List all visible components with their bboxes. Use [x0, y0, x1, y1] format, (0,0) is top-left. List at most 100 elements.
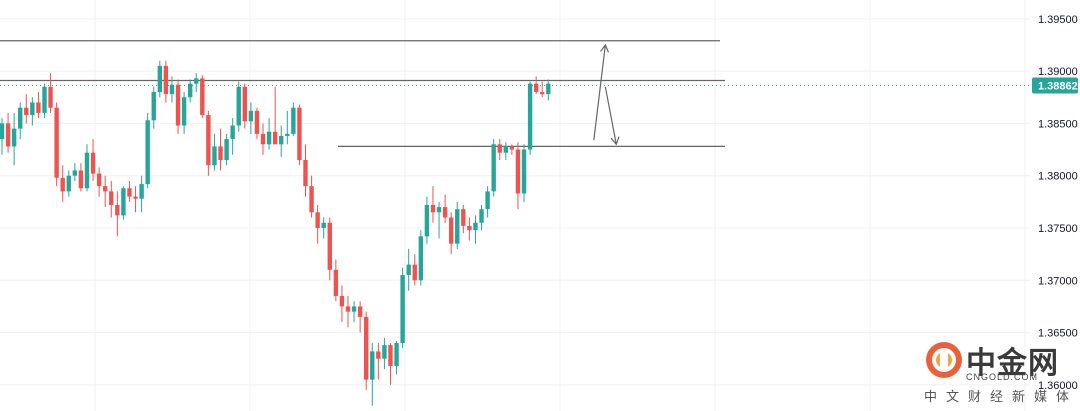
candle-body — [60, 177, 65, 192]
candle — [224, 133, 229, 166]
candle-body — [109, 191, 114, 205]
candle-body — [515, 149, 521, 194]
candle-body — [412, 264, 417, 281]
candle — [78, 163, 84, 192]
candle — [455, 201, 460, 249]
candle-body — [351, 306, 357, 312]
candle-body — [376, 351, 381, 359]
candle-body — [48, 86, 53, 108]
annotation-arrow[interactable] — [604, 86, 620, 146]
candle — [546, 79, 551, 101]
candle — [121, 186, 126, 220]
candle-body — [96, 173, 102, 187]
candle-body — [121, 188, 126, 216]
candle-body — [218, 146, 223, 161]
candle — [376, 343, 381, 380]
y-tick-label: 1.36500 — [1038, 328, 1078, 340]
candle-body — [200, 78, 205, 116]
candle-body — [479, 209, 484, 223]
candle-body — [497, 144, 502, 153]
candle — [66, 170, 71, 197]
candle-body — [169, 84, 175, 95]
candle — [412, 254, 417, 286]
candle — [230, 118, 235, 155]
candle — [236, 81, 241, 132]
watermark: 中金网 CNGOLD.COM 中文财经新媒体 — [920, 336, 1080, 408]
candle — [279, 125, 284, 157]
candle — [291, 102, 296, 136]
candle-body — [303, 160, 308, 187]
candle-body — [357, 306, 363, 317]
candle — [400, 267, 405, 349]
candle — [139, 175, 144, 213]
candle-body — [212, 146, 217, 166]
candle-body — [224, 139, 229, 161]
candle-body — [78, 170, 84, 189]
candle — [18, 102, 23, 140]
candle — [527, 81, 533, 155]
candle — [339, 285, 345, 323]
candle-body — [145, 120, 150, 185]
candle — [436, 201, 442, 239]
candle-body — [206, 115, 211, 166]
candle-body — [66, 175, 71, 192]
candle — [521, 144, 527, 202]
candle-body — [266, 131, 272, 145]
candle-body — [272, 131, 278, 145]
candle-body — [72, 170, 78, 176]
candle-body — [181, 97, 187, 126]
candle — [54, 102, 59, 187]
annotation-arrow[interactable] — [593, 43, 610, 141]
candle — [272, 86, 278, 145]
candle-body — [546, 83, 551, 95]
candle — [533, 76, 539, 95]
candle — [151, 86, 156, 129]
candle-body — [509, 146, 515, 150]
candle-body — [18, 107, 23, 129]
candle — [260, 123, 266, 155]
candle — [36, 92, 41, 119]
candle — [503, 142, 509, 161]
candle-body — [327, 222, 332, 270]
candle — [370, 343, 375, 406]
candle — [163, 60, 169, 103]
grid-lines — [0, 0, 1030, 411]
candle — [485, 186, 490, 218]
candle — [187, 79, 193, 103]
candle-body — [394, 343, 399, 367]
watermark-subtitle: CNGOLD.COM — [966, 372, 1039, 382]
candle-body — [115, 204, 120, 216]
candle — [5, 112, 11, 153]
candle-body — [260, 133, 266, 145]
candle — [84, 144, 90, 192]
candle — [442, 194, 448, 223]
y-tick-label: 1.39500 — [1038, 14, 1078, 26]
candle — [424, 196, 430, 244]
y-tick-label: 1.38000 — [1038, 171, 1078, 183]
candle — [181, 92, 187, 134]
candle — [297, 104, 302, 166]
candle — [90, 139, 96, 181]
candle — [461, 204, 466, 234]
candle-body — [436, 207, 442, 213]
candle-body — [388, 345, 393, 367]
y-tick-label: 1.37000 — [1038, 275, 1078, 287]
candle-body — [236, 86, 241, 126]
candle — [266, 118, 272, 150]
candle-body — [364, 316, 369, 380]
candle — [24, 94, 29, 124]
candle-body — [139, 184, 144, 199]
candle-body — [527, 83, 533, 150]
candle-body — [54, 107, 59, 178]
candle — [406, 248, 411, 291]
candle — [321, 217, 326, 239]
candle-body — [315, 212, 320, 228]
candle-body — [485, 191, 490, 210]
candle-body — [382, 345, 387, 359]
candle — [315, 204, 320, 244]
candle-body — [36, 102, 41, 113]
watermark-tagline: 中文财经新媒体 — [924, 390, 1079, 405]
candle-body — [442, 207, 448, 218]
candle — [96, 167, 102, 197]
